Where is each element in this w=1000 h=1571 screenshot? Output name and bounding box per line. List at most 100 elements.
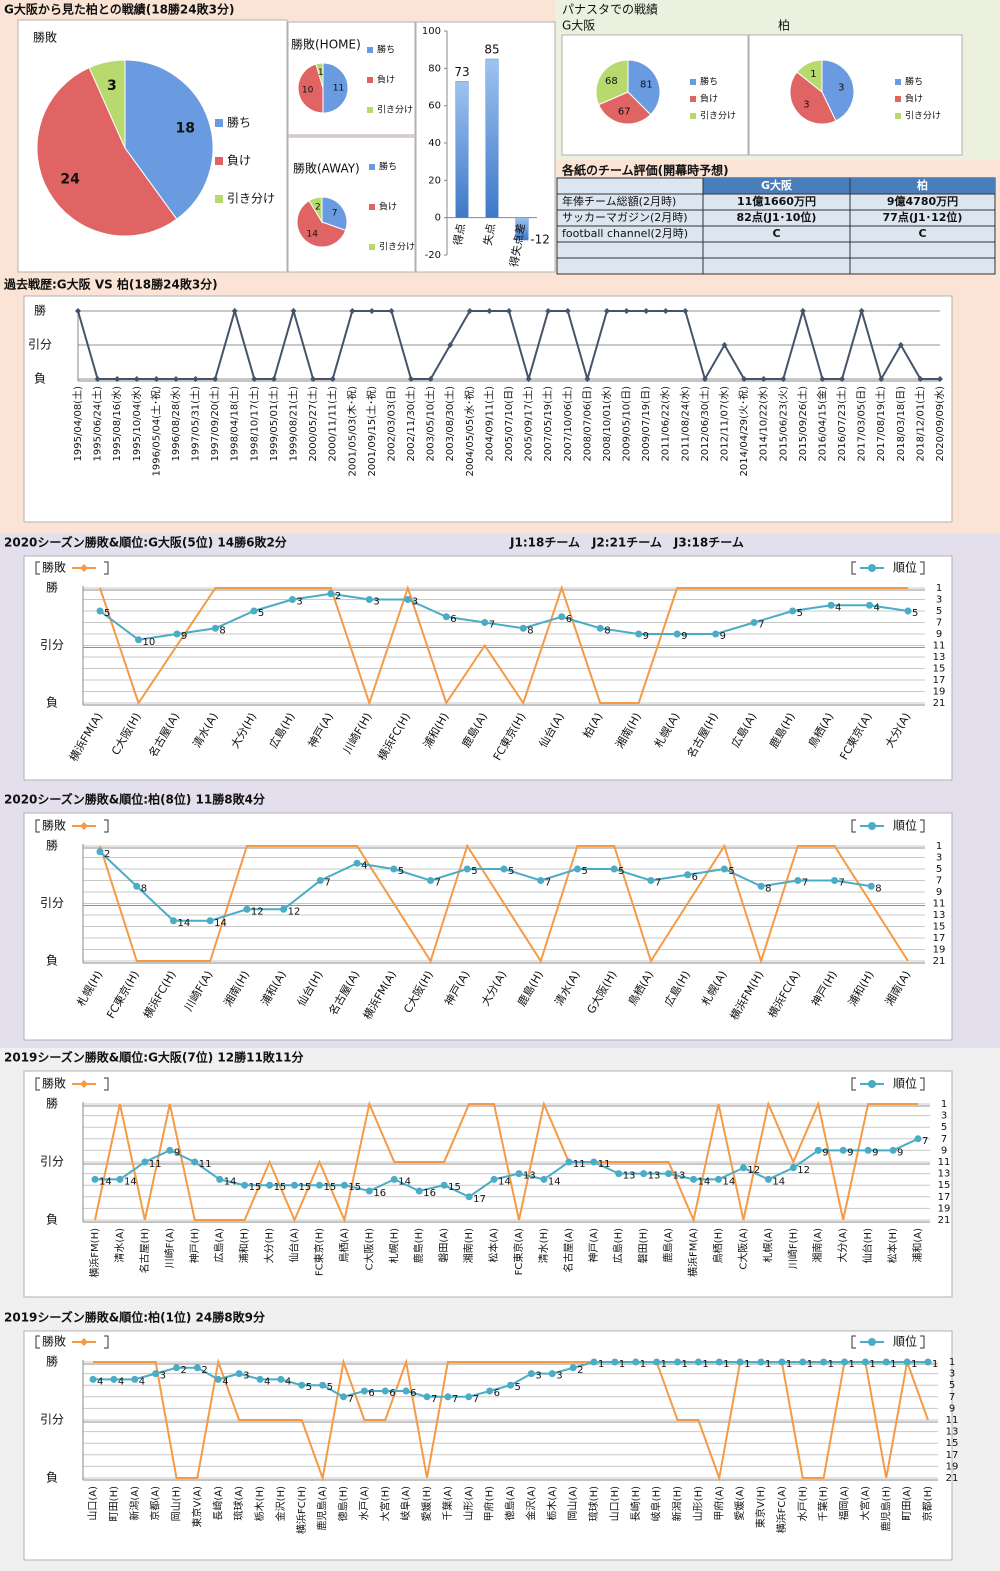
data-label: 3 bbox=[373, 597, 379, 608]
data-label: 13 bbox=[673, 1171, 686, 1182]
legend-label: 勝ち bbox=[905, 76, 923, 88]
legend-swatch bbox=[690, 79, 696, 85]
point bbox=[736, 1358, 744, 1366]
data-label: 15 bbox=[348, 1182, 361, 1193]
y2-tick-label: 3 bbox=[949, 1369, 955, 1380]
y-tick-label: 引分 bbox=[28, 338, 52, 352]
x-tick-label: 2007/05/19(土) bbox=[541, 386, 554, 462]
pie-value-label: 11 bbox=[333, 84, 344, 94]
x-tick-label: 札幌(A) bbox=[761, 1228, 774, 1263]
point bbox=[714, 1175, 722, 1183]
point bbox=[643, 308, 650, 314]
point bbox=[525, 376, 532, 382]
data-label: 14 bbox=[548, 1176, 561, 1187]
section-title: パナスタでの戦績 bbox=[562, 3, 658, 17]
y2-tick-label: 13 bbox=[933, 910, 946, 921]
y2-tick-label: 15 bbox=[938, 1180, 951, 1191]
data-label: 1 bbox=[849, 1359, 855, 1370]
point bbox=[423, 1393, 431, 1401]
x-tick-label: 鹿児島(A) bbox=[316, 1486, 329, 1531]
point bbox=[365, 1187, 373, 1195]
data-label: 4 bbox=[285, 1376, 291, 1387]
point bbox=[427, 376, 434, 382]
x-tick-label: 愛媛(H) bbox=[420, 1486, 433, 1521]
data-label: 14 bbox=[99, 1176, 112, 1187]
point bbox=[682, 308, 689, 314]
y-tick-label: 40 bbox=[428, 138, 441, 149]
x-tick-label: 水戸(A) bbox=[358, 1486, 370, 1521]
point bbox=[878, 376, 885, 382]
x-tick-label: 大分(A) bbox=[836, 1228, 849, 1263]
pie-slice bbox=[297, 63, 324, 114]
data-label: 9 bbox=[847, 1147, 853, 1158]
data-label: 1 bbox=[744, 1359, 750, 1370]
legend-swatch bbox=[367, 77, 373, 83]
x-tick-label: 新潟(H) bbox=[671, 1486, 684, 1521]
point bbox=[750, 619, 758, 626]
data-label: 3 bbox=[412, 597, 418, 608]
bar-value-label: 85 bbox=[484, 43, 499, 57]
point bbox=[882, 1358, 890, 1366]
pie-title: G大阪 bbox=[562, 19, 595, 33]
legend-swatch bbox=[367, 107, 373, 113]
y-tick-label: -20 bbox=[425, 250, 441, 261]
point bbox=[924, 1358, 932, 1366]
point bbox=[603, 308, 610, 314]
point bbox=[690, 1175, 698, 1183]
point bbox=[701, 376, 708, 382]
data-label: 15 bbox=[448, 1182, 461, 1193]
legend-label: 順位 bbox=[893, 560, 917, 575]
x-tick-label: 横浜FM(A) bbox=[687, 1228, 700, 1277]
data-label: 9 bbox=[720, 631, 726, 642]
y-tick-label: 引分 bbox=[40, 1155, 64, 1169]
y-tick-label: 引分 bbox=[40, 1413, 64, 1427]
data-label: 5 bbox=[306, 1382, 312, 1393]
data-label: 15 bbox=[323, 1182, 336, 1193]
legend-swatch bbox=[369, 204, 375, 210]
point bbox=[291, 1181, 299, 1189]
x-tick-label: 2020/09/09(水) bbox=[934, 386, 946, 462]
y2-tick-label: 3 bbox=[936, 853, 942, 864]
data-label: 14 bbox=[124, 1176, 137, 1187]
point bbox=[565, 1158, 573, 1166]
legend-label: 勝敗 bbox=[42, 818, 66, 833]
x-tick-label: 1995/06/24(土) bbox=[91, 386, 104, 462]
point bbox=[340, 1181, 348, 1189]
data-label: 3 bbox=[160, 1371, 166, 1382]
legend-bracket bbox=[920, 561, 925, 575]
point bbox=[329, 376, 336, 382]
bar-value-label: 73 bbox=[454, 65, 469, 79]
data-label: 17 bbox=[473, 1194, 486, 1205]
point bbox=[519, 624, 527, 632]
legend-bracket bbox=[851, 561, 856, 575]
pie-value-label: 3 bbox=[838, 83, 844, 94]
legend-bracket bbox=[920, 1335, 925, 1349]
point bbox=[864, 1146, 872, 1154]
point bbox=[545, 308, 552, 314]
x-tick-label: 鹿島(A) bbox=[662, 1228, 675, 1263]
legend-label: 負け bbox=[379, 201, 397, 213]
y2-tick-label: 17 bbox=[933, 675, 946, 686]
legend-marker bbox=[868, 564, 876, 572]
y2-tick-label: 17 bbox=[946, 1450, 959, 1461]
y2-tick-label: 21 bbox=[946, 1473, 959, 1484]
pie-value-label: 2 bbox=[315, 203, 321, 213]
point bbox=[173, 630, 181, 638]
point bbox=[757, 1358, 765, 1366]
x-tick-label: 浦和(H) bbox=[238, 1228, 251, 1263]
point bbox=[192, 376, 199, 382]
point bbox=[757, 882, 765, 890]
x-tick-label: 大宮(A) bbox=[858, 1486, 871, 1521]
annotation: J1:18チーム J2:21チーム J3:18チーム bbox=[509, 536, 744, 550]
y2-tick-label: 21 bbox=[933, 698, 946, 709]
point bbox=[584, 376, 591, 382]
data-label: 1 bbox=[869, 1359, 875, 1370]
data-label: 5 bbox=[327, 1382, 333, 1393]
y2-tick-label: 21 bbox=[938, 1215, 951, 1226]
y2-tick-label: 9 bbox=[936, 629, 942, 640]
point bbox=[442, 613, 450, 621]
legend-label: 順位 bbox=[893, 1076, 917, 1091]
data-label: 9 bbox=[822, 1147, 828, 1158]
pie-slice bbox=[321, 196, 348, 232]
